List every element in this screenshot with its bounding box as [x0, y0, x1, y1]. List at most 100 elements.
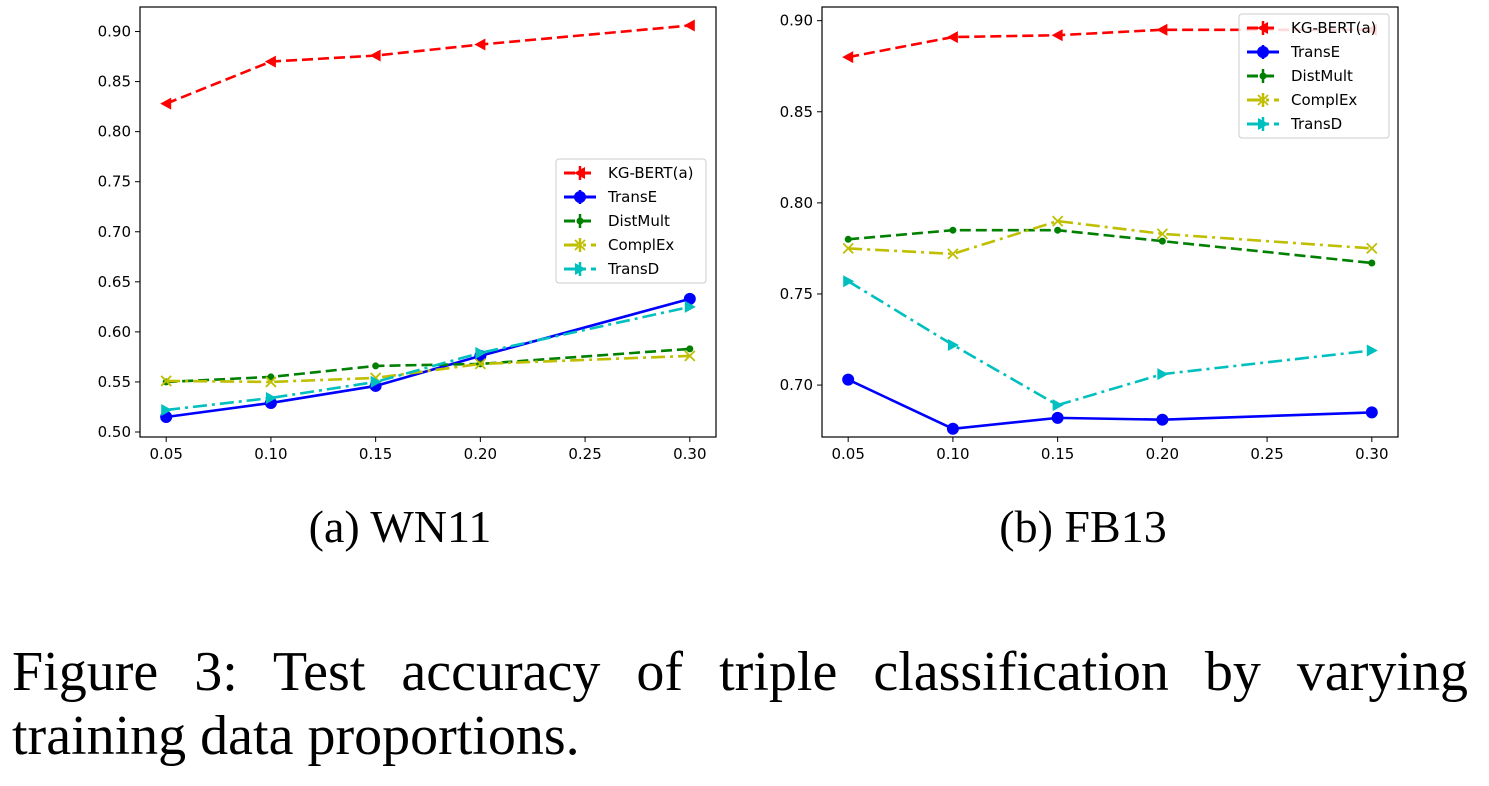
data-point-transd	[161, 403, 173, 416]
legend-item-transd: TransD	[1247, 115, 1342, 133]
y-tick-label: 0.75	[98, 173, 131, 191]
data-point-distmult	[1368, 259, 1376, 267]
x-tick-label: 0.05	[149, 445, 182, 463]
x-tick-label: 0.25	[568, 445, 601, 463]
data-point-distmult	[686, 345, 694, 353]
data-point-distmult	[372, 362, 380, 370]
series-kg-bert-a	[842, 23, 1377, 64]
data-point-kg-bert-a	[474, 38, 486, 51]
legend-label: ComplEx	[608, 236, 674, 254]
data-point-distmult	[844, 235, 852, 243]
legend-marker	[1259, 72, 1267, 80]
data-point-distmult	[1158, 237, 1166, 245]
x-tick-label: 0.10	[254, 445, 287, 463]
y-tick-label: 0.80	[98, 123, 131, 141]
legend-marker	[574, 167, 585, 179]
x-tick-label: 0.15	[359, 445, 392, 463]
data-point-kg-bert-a	[946, 31, 958, 44]
legend-marker	[576, 217, 584, 225]
chart-fb13: 0.05 0.10 0.15 0.20 0.25 0.30 0.70 0.75 0.80 0.85…	[780, 6, 1399, 463]
series-complex	[842, 215, 1378, 260]
legend-marker	[574, 191, 586, 203]
series-transe	[842, 373, 1378, 435]
legend-marker	[1257, 94, 1269, 106]
legend-marker	[1257, 22, 1268, 34]
series-kg-bert-a	[160, 19, 695, 110]
data-point-complex	[1366, 242, 1378, 255]
data-point-transd	[1366, 344, 1378, 357]
legend-marker	[574, 239, 586, 251]
legend-label: TransE	[607, 188, 657, 206]
data-point-transe	[1051, 411, 1064, 424]
legend-box	[555, 158, 707, 284]
legend-marker	[1258, 118, 1269, 130]
data-point-complex	[684, 350, 696, 362]
series-line-transd	[166, 305, 691, 412]
x-tick-label: 0.20	[1146, 445, 1179, 463]
y-tick-label: 0.85	[98, 73, 131, 91]
legend-label: TransD	[607, 260, 659, 278]
legend-item-distmult: DistMult	[1247, 67, 1353, 85]
legend-item-kg-bert-a: KG-BERT(a)	[1247, 19, 1377, 37]
series-line-complex	[848, 219, 1372, 256]
legend-marker	[575, 263, 586, 275]
data-point-kg-bert-a	[369, 49, 381, 62]
legend: KG-BERT(a) TransE DistMult ComplEx TransD	[555, 158, 707, 284]
y-tick-label: 0.80	[780, 194, 813, 212]
y-tick-label: 0.90	[780, 12, 813, 30]
legend-marker	[1257, 46, 1269, 58]
data-point-complex	[160, 375, 172, 387]
x-tick-label: 0.10	[936, 445, 969, 463]
legend-label: DistMult	[1291, 67, 1353, 85]
legend-item-transe: TransE	[1247, 43, 1340, 61]
data-point-kg-bert-a	[1051, 29, 1063, 42]
data-point-transd	[370, 375, 382, 388]
legend-item-transe: TransE	[564, 188, 657, 206]
legend-item-complex: ComplEx	[1247, 91, 1357, 109]
y-tick-label: 0.70	[780, 376, 813, 394]
data-point-transd	[947, 338, 959, 351]
legend-label: KG-BERT(a)	[608, 164, 694, 182]
legend-box	[1238, 13, 1390, 139]
legend-label: TransE	[1290, 43, 1340, 61]
data-point-transd	[1157, 368, 1169, 381]
series-distmult	[844, 226, 1376, 267]
data-point-distmult	[267, 373, 275, 381]
series-transd	[161, 300, 696, 416]
legend-item-transd: TransD	[564, 260, 659, 278]
chart-wn11: 0.05 0.10 0.15 0.20 0.25 0.30 0.50 0.55 0.60 0.65…	[98, 6, 717, 463]
x-tick-label: 0.15	[1041, 445, 1074, 463]
subcaption-wn11: (a) WN11	[309, 501, 492, 552]
y-tick-label: 0.60	[98, 323, 131, 341]
data-point-kg-bert-a	[264, 55, 276, 68]
data-point-kg-bert-a	[160, 97, 172, 110]
legend-item-distmult: DistMult	[564, 212, 670, 230]
data-point-transd	[475, 346, 487, 359]
series-transd	[843, 275, 1378, 412]
data-point-transe	[1365, 406, 1378, 419]
data-point-distmult	[949, 226, 957, 234]
y-tick-label: 0.90	[98, 23, 131, 41]
data-point-kg-bert-a	[1156, 23, 1168, 36]
y-tick-label: 0.55	[98, 373, 131, 391]
data-point-complex	[265, 376, 277, 388]
data-point-distmult	[1054, 226, 1062, 234]
data-point-kg-bert-a	[683, 19, 695, 32]
x-tick-label: 0.20	[464, 445, 497, 463]
data-point-transe	[842, 373, 855, 386]
figure-caption: Figure 3: Test accuracy of triple classi…	[12, 641, 1468, 767]
legend-label: KG-BERT(a)	[1291, 19, 1377, 37]
data-point-transd	[265, 391, 277, 404]
data-point-kg-bert-a	[842, 51, 854, 64]
legend-item-kg-bert-a: KG-BERT(a)	[564, 164, 694, 182]
data-point-complex	[1052, 215, 1064, 227]
x-tick-label: 0.30	[673, 445, 706, 463]
data-point-transd	[843, 275, 855, 288]
data-point-complex	[947, 248, 959, 260]
legend-item-complex: ComplEx	[564, 236, 674, 254]
legend-label: ComplEx	[1291, 91, 1357, 109]
data-point-complex	[1156, 228, 1168, 240]
y-tick-label: 0.75	[780, 285, 813, 303]
x-tick-label: 0.25	[1250, 445, 1283, 463]
